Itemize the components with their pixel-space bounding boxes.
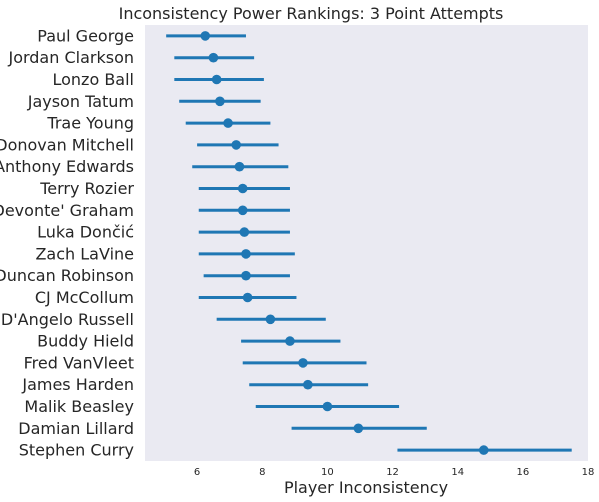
data-point	[237, 205, 248, 216]
data-point	[215, 96, 225, 107]
y-tick-label: James Harden	[21, 375, 134, 394]
data-point	[239, 227, 250, 237]
data-point	[285, 336, 295, 346]
y-tick-label: CJ McCollum	[35, 288, 134, 307]
x-tick-label: 14	[451, 467, 464, 478]
data-point	[265, 314, 276, 325]
y-tick-label: Paul George	[37, 26, 134, 45]
y-tick-label: Jordan Clarkson	[7, 48, 134, 67]
x-axis-label: Player Inconsistency	[284, 478, 448, 497]
data-point	[241, 270, 251, 281]
x-tick-labels: 6 8 10 12 14 16 18	[194, 467, 594, 478]
y-tick-label: Stephen Curry	[19, 441, 134, 460]
data-point	[237, 183, 248, 194]
x-tick-label: 10	[321, 467, 334, 478]
data-point	[353, 423, 364, 434]
data-point	[211, 74, 222, 85]
y-tick-label: Fred VanVleet	[24, 353, 134, 372]
y-tick-label: Damian Lillard	[18, 419, 134, 438]
y-tick-label: Donovan Mitchell	[0, 135, 134, 154]
y-tick-label: Duncan Robinson	[0, 266, 134, 285]
x-tick-label: 12	[386, 467, 399, 478]
y-tick-label: D'Angelo Russell	[1, 310, 134, 329]
x-tick-label: 16	[516, 467, 529, 478]
data-point	[303, 379, 313, 390]
y-tick-label: Jayson Tatum	[27, 92, 134, 111]
data-point	[478, 445, 489, 455]
x-tick-label: 6	[194, 467, 200, 478]
y-tick-label: Buddy Hield	[37, 332, 134, 351]
data-point	[298, 358, 308, 368]
data-point	[208, 52, 219, 63]
plot-area	[145, 25, 588, 461]
data-point	[200, 31, 211, 41]
data-point	[223, 118, 233, 128]
data-point	[322, 401, 333, 412]
x-tick-label: 8	[259, 467, 265, 478]
y-tick-label: Lonzo Ball	[52, 70, 134, 89]
y-tick-label: Terry Rozier	[39, 179, 134, 198]
y-tick-label: Zach LaVine	[35, 244, 134, 263]
x-tick-label: 18	[582, 467, 595, 478]
y-tick-label: Luka Dončić	[37, 223, 134, 242]
chart-title: Inconsistency Power Rankings: 3 Point At…	[119, 4, 504, 23]
data-point	[231, 140, 242, 150]
data-point	[234, 161, 245, 172]
y-tick-labels: Paul George Jordan Clarkson Lonzo Ball Jays…	[0, 26, 134, 459]
y-tick-label: Devonte' Graham	[0, 201, 134, 220]
data-point	[242, 292, 253, 303]
y-tick-label: Trae Young	[46, 114, 134, 133]
y-tick-label: Malik Beasley	[24, 397, 134, 416]
data-marks	[166, 31, 572, 455]
y-tick-label: Anthony Edwards	[0, 157, 134, 176]
data-point	[241, 249, 251, 259]
